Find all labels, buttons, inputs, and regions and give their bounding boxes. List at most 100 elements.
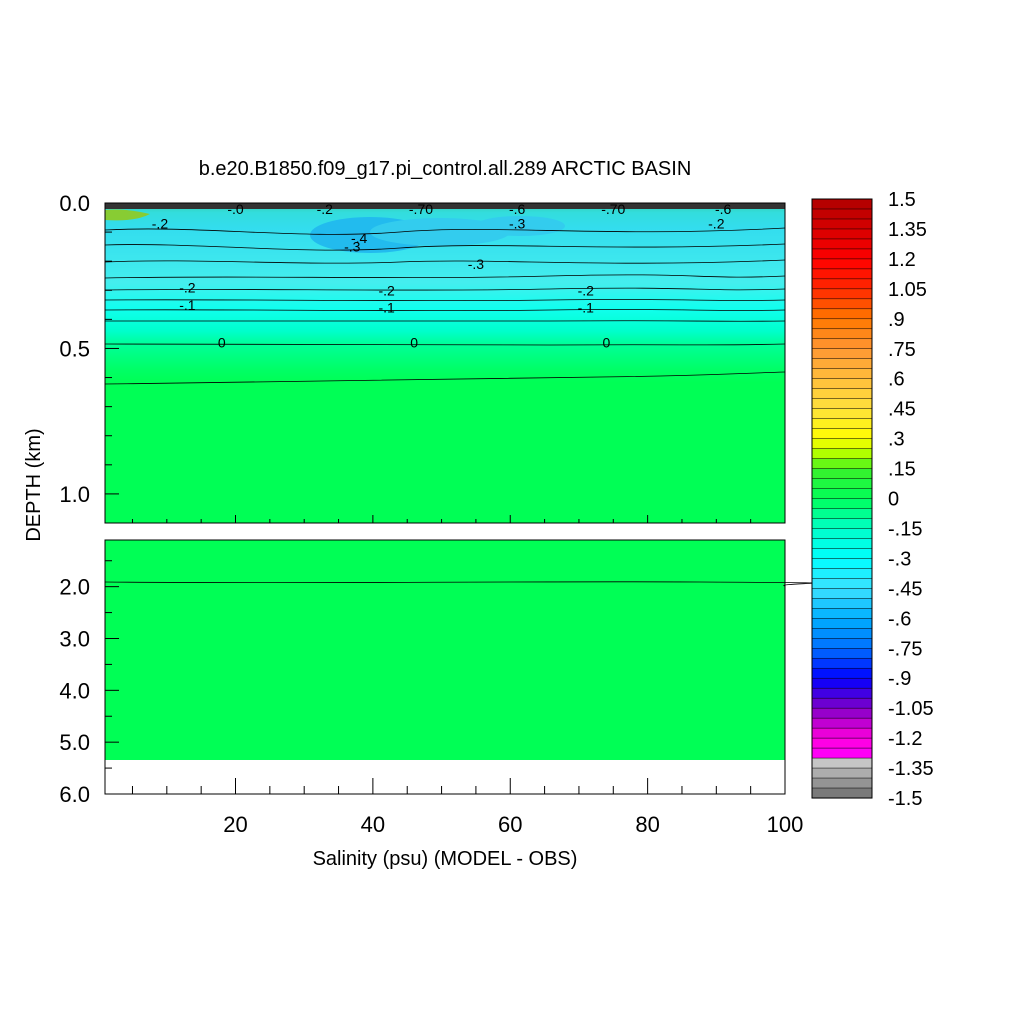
colorbar-swatch xyxy=(811,468,873,480)
contour-label: -.1 xyxy=(378,300,395,316)
lower-field xyxy=(105,540,785,760)
colorbar-tick-label: -.6 xyxy=(888,608,911,630)
contour-label: -.2 xyxy=(317,201,334,217)
colorbar-swatch xyxy=(811,588,873,599)
contour-label: -.3 xyxy=(344,239,361,255)
colorbar-swatch xyxy=(811,767,873,779)
colorbar-swatch xyxy=(811,428,873,440)
y-tick-label: 0.0 xyxy=(59,191,90,216)
y-tick-label: 4.0 xyxy=(59,678,90,703)
colorbar-tick-label: .75 xyxy=(888,339,916,361)
colorbar-swatch xyxy=(811,298,873,310)
upper-field xyxy=(105,203,785,523)
contour-label: -.2 xyxy=(378,282,395,298)
upper-contours xyxy=(104,227,786,385)
colorbar-swatch xyxy=(811,278,873,290)
lower-panel xyxy=(104,539,813,795)
colorbar-tick-label: -.75 xyxy=(888,638,922,660)
colorbar-swatch xyxy=(811,308,873,320)
colorbar-swatch xyxy=(811,418,873,430)
contour-label: -.1 xyxy=(179,297,196,313)
colorbar-swatch xyxy=(811,538,873,549)
colorbar-swatch xyxy=(811,218,873,230)
colorbar-tick-label: -.45 xyxy=(888,578,922,600)
contour-label: 0 xyxy=(603,335,611,351)
y-tick-label: 2.0 xyxy=(59,575,90,600)
colorbar-swatch xyxy=(811,558,873,569)
colorbar-swatch xyxy=(811,568,873,579)
x-axis-label: Salinity (psu) (MODEL - OBS) xyxy=(313,848,578,870)
upper-panel xyxy=(104,202,786,524)
colorbar-swatch xyxy=(811,638,873,649)
colorbar-swatch xyxy=(811,578,873,589)
colorbar-swatch xyxy=(811,548,873,559)
colorbar-swatch xyxy=(811,328,873,340)
contour-label: -.70 xyxy=(601,201,625,217)
y-tick-label: 5.0 xyxy=(59,730,90,755)
surface-bias-band xyxy=(105,203,785,209)
upper-frame xyxy=(104,202,786,524)
colorbar-swatch xyxy=(811,618,873,629)
colorbar-tick-label: -1.05 xyxy=(888,698,934,720)
colorbar-swatch xyxy=(811,747,873,759)
colorbar-swatch xyxy=(811,528,873,539)
contour-label: -.2 xyxy=(179,279,196,295)
colorbar-swatch xyxy=(811,408,873,420)
colorbar-swatch xyxy=(811,268,873,280)
x-axis: 20 40 60 80 100 xyxy=(131,515,803,837)
colorbar-tick-label: -.9 xyxy=(888,668,911,690)
colorbar-swatch xyxy=(811,518,873,530)
colorbar-swatch xyxy=(811,288,873,300)
colorbar-tick-label: .9 xyxy=(888,309,905,331)
colorbar-swatch xyxy=(811,787,873,799)
surface-green-patch xyxy=(105,209,150,221)
colorbar-tick-label: 1.2 xyxy=(888,249,916,271)
contour-label: -.4 xyxy=(351,230,368,246)
colorbar-tick-label: 1.5 xyxy=(888,189,916,211)
contour-label: -.2 xyxy=(578,282,595,298)
fresh-core-patch-3 xyxy=(475,216,565,236)
colorbar-swatch xyxy=(811,398,873,410)
colorbar-tick-label: -1.5 xyxy=(888,788,922,810)
colorbar-swatch xyxy=(811,478,873,490)
colorbar-swatch xyxy=(811,248,873,260)
colorbar-swatch xyxy=(811,348,873,360)
colorbar-swatch xyxy=(811,628,873,639)
x-tick-label: 20 xyxy=(223,812,247,837)
colorbar-swatch xyxy=(811,648,873,659)
colorbar-swatch xyxy=(811,378,873,390)
colorbar-tick-label: -1.2 xyxy=(888,728,922,750)
contour-label: 0 xyxy=(410,335,418,351)
colorbar-tick-label: .15 xyxy=(888,459,916,481)
contour-label: -.6 xyxy=(715,201,732,217)
colorbar-swatch xyxy=(811,727,873,739)
colorbar-swatch xyxy=(811,608,873,619)
y-axis-upper: 0.0 0.5 1.0 xyxy=(59,191,119,507)
y-axis-label: DEPTH (km) xyxy=(23,428,45,541)
colorbar-swatch xyxy=(811,208,873,220)
colorbar-swatch xyxy=(811,717,873,729)
contour-label: -.2 xyxy=(708,215,725,231)
colorbar-swatch xyxy=(811,498,873,510)
fresh-core-patch-2 xyxy=(370,218,510,246)
colorbar-tick-label: .45 xyxy=(888,399,916,421)
colorbar-tick-label: 1.35 xyxy=(888,219,927,241)
x-tick-label: 40 xyxy=(361,812,385,837)
contour-label: -.0 xyxy=(227,201,244,217)
colorbar-swatch xyxy=(811,707,873,719)
colorbar-tick-label: -.3 xyxy=(888,548,911,570)
colorbar-tick-label: 0 xyxy=(888,489,899,511)
colorbar-swatch xyxy=(811,228,873,240)
lower-contour xyxy=(104,581,813,587)
y-tick-label: 0.5 xyxy=(59,336,90,361)
y-tick-label: 6.0 xyxy=(59,782,90,807)
colorbar-swatch xyxy=(811,358,873,370)
lower-frame xyxy=(104,539,786,795)
colorbar-swatch xyxy=(811,677,873,689)
colorbar-swatch xyxy=(811,438,873,450)
colorbar-tick-label: -1.35 xyxy=(888,758,934,780)
contour-labels: -.2-.10-.2-.10-.2-.10-.3-.4-.3-.2-.0 -.2-… xyxy=(152,201,732,351)
colorbar-swatch xyxy=(811,458,873,470)
